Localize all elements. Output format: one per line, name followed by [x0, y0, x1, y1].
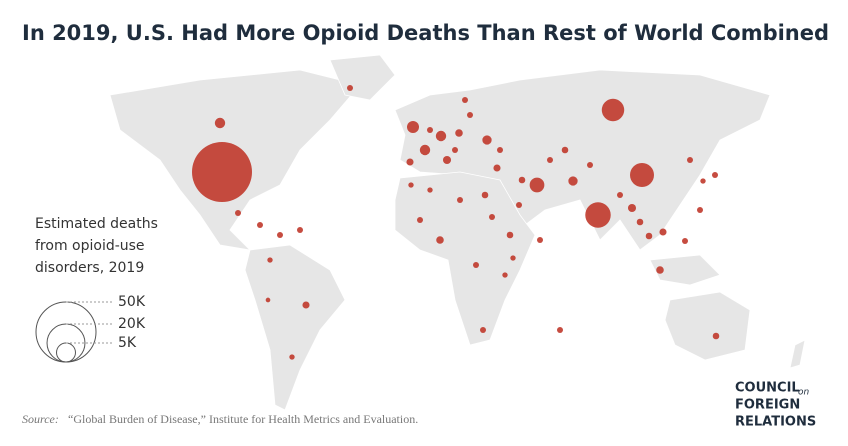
- bubble: [435, 130, 447, 142]
- bubble: [302, 301, 310, 309]
- bubble: [700, 178, 706, 184]
- bubble: [493, 164, 501, 172]
- bubble: [497, 147, 503, 153]
- bubble: [630, 163, 654, 187]
- bubble: [214, 117, 226, 129]
- bubble: [467, 112, 473, 118]
- logo: COUNCIL on FOREIGN RELATIONS: [735, 381, 816, 430]
- bubble: [455, 129, 463, 137]
- bubble: [462, 97, 468, 103]
- bubble: [510, 255, 516, 261]
- bubble: [537, 237, 543, 243]
- bubble: [659, 228, 667, 236]
- bubble: [235, 210, 241, 216]
- bubble: [481, 191, 489, 199]
- source: “Global Burden of Disease,” Institute fo…: [68, 412, 418, 426]
- bubble: [518, 176, 526, 184]
- bubble: [267, 257, 273, 263]
- legend: 50K 20K 5K: [35, 294, 146, 363]
- logo-small: on: [798, 388, 810, 398]
- bubble: [452, 147, 458, 153]
- bubble: [656, 266, 664, 274]
- bubble: [457, 197, 463, 203]
- bubble: [480, 327, 486, 333]
- bubble: [506, 231, 514, 239]
- bubble: [561, 146, 569, 154]
- bubble: [347, 85, 353, 91]
- bubble: [502, 272, 508, 278]
- bubble: [636, 218, 644, 226]
- legend-label: 20K: [118, 316, 146, 332]
- legend-label: 50K: [118, 294, 146, 310]
- bubble: [407, 121, 419, 133]
- logo-line: RELATIONS: [735, 415, 816, 430]
- bubble: [482, 135, 492, 145]
- bubble: [436, 236, 444, 244]
- bubble: [627, 203, 637, 213]
- bubble: [417, 217, 423, 223]
- bubble: [585, 202, 611, 228]
- bubble: [712, 332, 720, 340]
- title: In 2019, U.S. Had More Opioid Deaths Tha…: [22, 21, 829, 45]
- bubble: [265, 297, 271, 303]
- bubble: [601, 98, 625, 122]
- bubble: [529, 177, 545, 193]
- logo-line: FOREIGN: [735, 398, 800, 413]
- bubble: [557, 327, 563, 333]
- bubbles: [192, 85, 720, 360]
- bubble: [547, 157, 553, 163]
- bubble: [427, 187, 433, 193]
- legend-circle: [35, 301, 97, 363]
- bubble: [192, 142, 252, 202]
- bubble: [419, 144, 431, 156]
- legend-label: 5K: [118, 335, 137, 351]
- legend-circle: [56, 342, 76, 363]
- bubble: [277, 232, 283, 238]
- bubble: [289, 354, 295, 360]
- legend-title-line: Estimated deaths: [35, 216, 158, 232]
- bubble: [645, 232, 653, 240]
- bubble: [568, 176, 578, 186]
- logo-line: COUNCIL: [735, 381, 800, 396]
- bubble: [427, 127, 433, 133]
- legend-title-line: disorders, 2019: [35, 260, 144, 276]
- bubble: [687, 157, 693, 163]
- bubble: [406, 158, 414, 166]
- bubble: [257, 222, 263, 228]
- bubble: [408, 182, 414, 188]
- bubble: [489, 214, 495, 220]
- bubble: [442, 155, 452, 165]
- bubble: [297, 227, 303, 233]
- bubble: [473, 262, 479, 268]
- bubble: [617, 192, 623, 198]
- bubble: [697, 207, 703, 213]
- land: [109, 54, 806, 411]
- bubble: [682, 238, 688, 244]
- bubble: [712, 172, 718, 178]
- bubble: [516, 202, 522, 208]
- legend-title-line: from opioid-use: [35, 238, 145, 254]
- source-label: Source:: [22, 412, 59, 426]
- bubble: [587, 162, 593, 168]
